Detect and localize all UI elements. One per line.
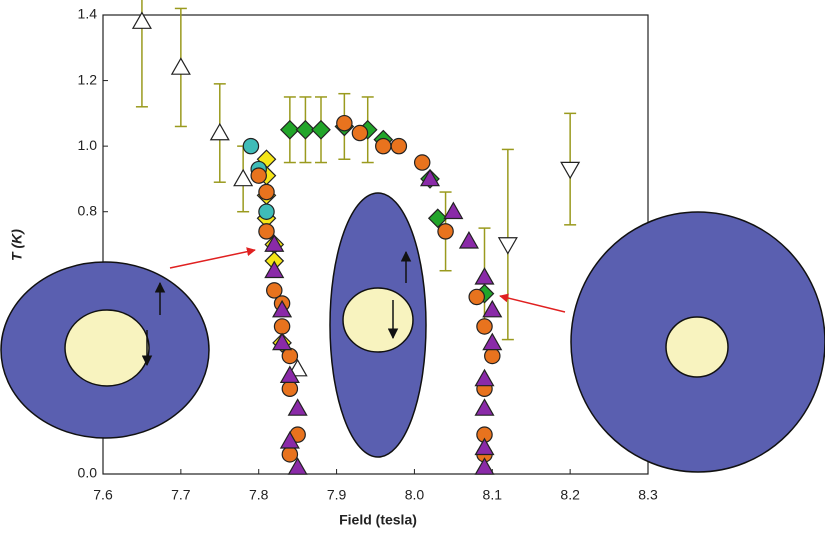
point (272, 299, 293, 318)
point (468, 288, 485, 306)
point (474, 267, 495, 285)
point (281, 347, 299, 365)
point (131, 11, 152, 29)
point (280, 119, 300, 140)
point (287, 398, 308, 416)
point (287, 457, 308, 475)
vortex-core (64, 309, 150, 387)
pointer-arrow (499, 293, 566, 313)
x-tick-label: 7.6 (93, 487, 113, 503)
point (209, 122, 230, 141)
point (258, 223, 275, 240)
point (258, 183, 275, 201)
pointer-arrow (169, 247, 256, 269)
point (560, 161, 581, 180)
x-tick-label: 7.9 (327, 487, 347, 503)
point (266, 282, 283, 299)
point (281, 446, 299, 463)
point (474, 368, 495, 387)
y-tick-label: 0.8 (78, 202, 98, 218)
x-tick-label: 8.0 (405, 487, 425, 503)
point (482, 332, 503, 351)
point (250, 167, 267, 184)
point (375, 137, 392, 155)
y-tick-label: 1.2 (78, 71, 98, 87)
point (264, 234, 285, 252)
point (484, 347, 501, 365)
point (311, 119, 331, 140)
point (437, 223, 454, 240)
point (474, 398, 495, 416)
point (272, 332, 293, 351)
y-tick-label: 0.0 (78, 465, 98, 481)
insets (0, 192, 825, 473)
point (258, 203, 275, 220)
point (458, 231, 479, 249)
point (390, 137, 408, 155)
x-tick-label: 8.1 (483, 487, 503, 503)
point (476, 318, 493, 335)
point (170, 57, 191, 75)
point (474, 457, 495, 475)
x-tick-label: 7.7 (171, 487, 191, 503)
point (443, 201, 464, 220)
x-tick-label: 8.3 (638, 487, 658, 503)
point (497, 237, 518, 255)
point (281, 380, 299, 398)
point (482, 299, 503, 318)
point (273, 318, 291, 335)
vortex-core (342, 287, 414, 353)
plot-area: 7.67.77.87.98.08.18.28.30.00.20.40.60.81… (78, 0, 658, 503)
x-tick-label: 7.8 (249, 487, 269, 503)
point (474, 437, 495, 456)
point (264, 260, 285, 279)
point (351, 124, 369, 142)
point (233, 168, 254, 187)
y-tick-label: 1.0 (78, 137, 98, 153)
point (427, 208, 448, 229)
point (242, 137, 260, 155)
y-axis-title: T (K) (9, 229, 25, 261)
x-tick-label: 8.2 (560, 487, 580, 503)
point (279, 365, 300, 383)
point (279, 431, 300, 449)
point (295, 119, 316, 140)
point (336, 114, 353, 132)
y-tick-label: 1.4 (78, 6, 98, 22)
point (413, 154, 431, 171)
x-axis-title: Field (tesla) (339, 512, 417, 528)
vortex-core (665, 316, 729, 378)
point (419, 168, 441, 187)
